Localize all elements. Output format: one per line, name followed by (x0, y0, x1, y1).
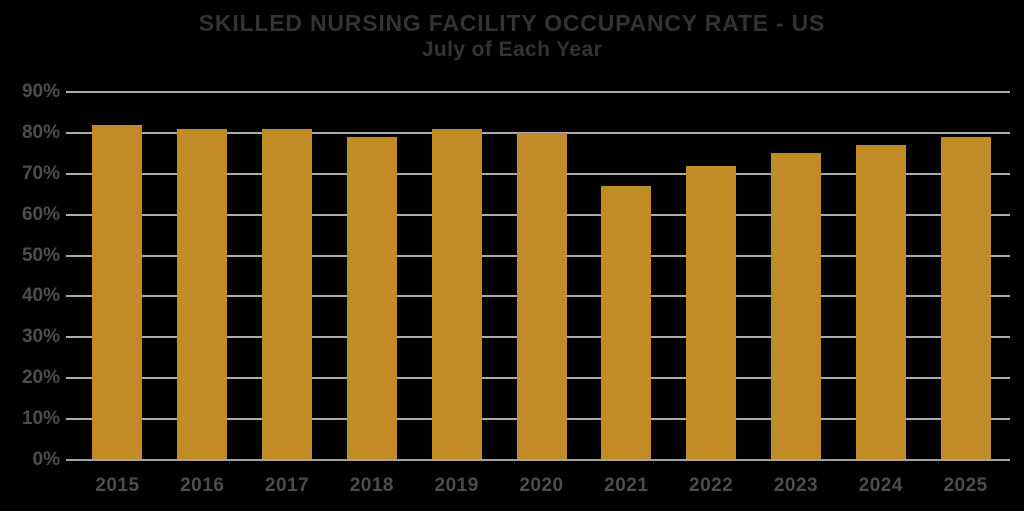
chart-subtitle: July of Each Year (421, 38, 603, 61)
chart-title: SKILLED NURSING FACILITY OCCUPANCY RATE … (198, 10, 826, 36)
x-tick-label-2015: 2015 (95, 475, 140, 496)
bar-2020 (516, 132, 567, 460)
x-axis-line (66, 459, 1010, 461)
x-tick-label-2018: 2018 (349, 475, 394, 496)
x-tick-label-2021: 2021 (604, 475, 649, 496)
x-tick-label-2024: 2024 (858, 475, 903, 496)
y-tick-label-20: 20% (21, 367, 60, 389)
bar-2024 (855, 145, 906, 460)
bar-2023 (770, 153, 821, 460)
y-tick-label-40: 40% (21, 285, 60, 307)
x-tick-label-2017: 2017 (264, 475, 310, 496)
y-tick-label-50: 50% (21, 244, 60, 266)
y-tick-label-30: 30% (21, 326, 60, 348)
y-tick-label-80: 80% (21, 121, 60, 143)
bar-2017 (262, 128, 313, 460)
bar-2016 (177, 128, 228, 460)
y-tick-label-90: 90% (21, 81, 60, 102)
x-tick-label-2019: 2019 (434, 475, 479, 496)
bar-2025 (940, 136, 991, 460)
bar-2019 (431, 128, 482, 460)
x-tick-label-2016: 2016 (180, 475, 225, 496)
x-tick-label-2020: 2020 (519, 475, 564, 496)
bar-2018 (346, 136, 397, 460)
x-tick-label-2022: 2022 (689, 475, 734, 496)
y-tick-label-10: 10% (21, 408, 60, 430)
y-tick-label-0: 0% (32, 449, 60, 470)
y-tick-label-70: 70% (21, 162, 60, 184)
gridline-90 (66, 91, 1010, 93)
x-tick-label-2025: 2025 (943, 475, 988, 496)
y-tick-label-60: 60% (21, 203, 60, 225)
bar-2022 (686, 165, 737, 460)
bar-2021 (601, 186, 652, 460)
x-tick-label-2023: 2023 (773, 475, 819, 496)
bar-2015 (92, 124, 143, 460)
